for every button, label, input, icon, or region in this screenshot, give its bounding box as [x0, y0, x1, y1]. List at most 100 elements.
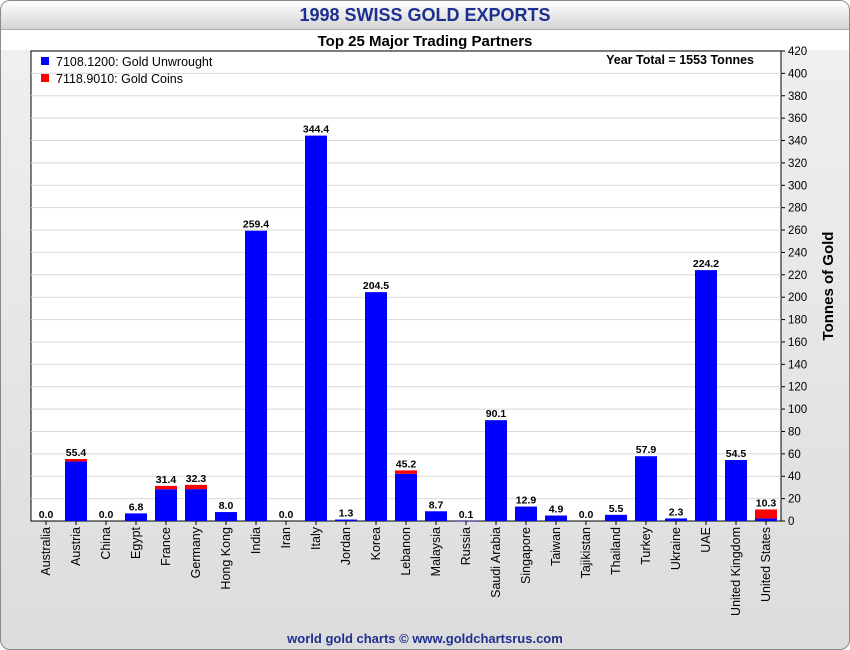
bar-unwrought — [635, 456, 657, 521]
data-label: 10.3 — [756, 497, 777, 509]
bar-unwrought — [155, 489, 177, 521]
data-label: 224.2 — [693, 258, 719, 270]
bar-unwrought — [605, 514, 627, 521]
y-tick-label: 20 — [788, 494, 801, 506]
x-tick-label: United States — [759, 527, 773, 602]
legend-label: 7108.1200: Gold Unwrought — [56, 55, 213, 69]
y-tick-label: 200 — [788, 292, 807, 304]
data-label: 2.3 — [669, 506, 684, 518]
x-tick-label: Austria — [69, 527, 83, 566]
y-tick-label: 320 — [788, 158, 807, 170]
bar-coins — [755, 509, 777, 519]
legend-swatch — [41, 74, 49, 82]
y-tick-label: 140 — [788, 359, 807, 371]
data-label: 5.5 — [609, 503, 624, 515]
bar-unwrought — [365, 292, 387, 521]
x-tick-label: Saudi Arabia — [489, 527, 503, 598]
bar-unwrought — [725, 460, 747, 521]
y-tick-label: 100 — [788, 404, 807, 416]
year-total-annotation: Year Total = 1553 Tonnes — [606, 53, 754, 67]
data-label: 8.0 — [219, 500, 234, 512]
data-label: 57.9 — [636, 444, 657, 456]
y-tick-label: 340 — [788, 136, 807, 148]
y-tick-label: 360 — [788, 113, 807, 125]
x-tick-label: Thailand — [609, 527, 623, 575]
y-tick-label: 220 — [788, 270, 807, 282]
y-tick-label: 120 — [788, 382, 807, 394]
x-tick-label: India — [249, 527, 263, 554]
main-title: 1998 SWISS GOLD EXPORTS — [299, 5, 551, 25]
y-tick-label: 280 — [788, 203, 807, 215]
x-tick-label: Iran — [279, 527, 293, 549]
data-label: 0.0 — [99, 509, 114, 521]
bar-unwrought — [695, 270, 717, 521]
y-tick-label: 400 — [788, 68, 807, 80]
y-tick-label: 0 — [788, 516, 794, 528]
data-label: 90.1 — [486, 408, 507, 420]
x-tick-label: Turkey — [639, 526, 653, 564]
data-label: 259.4 — [243, 219, 269, 231]
plot-area — [30, 50, 782, 522]
chart-subtitle: Top 25 Major Trading Partners — [318, 33, 533, 50]
bar-coins — [185, 484, 207, 490]
bar-unwrought — [395, 473, 417, 521]
data-label: 31.4 — [156, 474, 177, 486]
x-tick-label: China — [99, 527, 113, 560]
data-label: 0.0 — [579, 509, 594, 521]
data-label: 0.0 — [279, 509, 294, 521]
y-tick-label: 380 — [788, 91, 807, 103]
bar-unwrought — [485, 420, 507, 521]
data-label: 0.1 — [459, 509, 474, 521]
x-tick-label: Ukraine — [669, 527, 683, 570]
x-tick-label: Lebanon — [399, 527, 413, 576]
footer-credit: world gold charts © www.goldchartsrus.co… — [287, 631, 563, 646]
bar-unwrought — [515, 506, 537, 521]
title-bar: 1998 SWISS GOLD EXPORTS — [1, 1, 849, 30]
bar-unwrought — [755, 518, 777, 521]
bar-unwrought — [125, 513, 147, 521]
x-tick-label: Russia — [459, 527, 473, 565]
data-label: 32.3 — [186, 473, 207, 485]
data-label: 54.5 — [726, 448, 747, 460]
data-label: 6.8 — [129, 501, 144, 513]
legend-label: 7118.9010: Gold Coins — [56, 72, 183, 86]
y-tick-label: 60 — [788, 449, 801, 461]
data-label: 45.2 — [396, 458, 417, 470]
x-tick-label: Tajikistan — [579, 527, 593, 578]
x-tick-label: Jordan — [339, 527, 353, 565]
y-tick-label: 160 — [788, 337, 807, 349]
bar-coins — [155, 485, 177, 490]
data-label: 204.5 — [363, 280, 389, 292]
x-tick-label: Singapore — [519, 527, 533, 584]
data-label: 4.9 — [549, 504, 564, 516]
x-tick-label: Egypt — [129, 526, 143, 558]
data-label: 55.4 — [66, 447, 87, 459]
data-label: 8.7 — [429, 499, 444, 511]
bar-coins — [395, 470, 417, 474]
y-tick-label: 300 — [788, 180, 807, 192]
bar-unwrought — [65, 461, 87, 521]
subtitle-strip — [1, 30, 849, 50]
x-tick-label: United Kingdom — [729, 527, 743, 616]
bar-coins — [65, 459, 87, 462]
bar-unwrought — [245, 230, 267, 521]
bar-unwrought — [305, 135, 327, 521]
data-label: 344.4 — [303, 124, 329, 136]
bar-unwrought — [215, 512, 237, 521]
x-tick-label: Korea — [369, 527, 383, 560]
y-tick-label: 180 — [788, 315, 807, 327]
x-tick-label: UAE — [699, 527, 713, 553]
y-axis-label: Tonnes of Gold — [820, 232, 837, 341]
bar-unwrought — [545, 515, 567, 521]
bar-unwrought — [665, 518, 687, 521]
legend-swatch — [41, 57, 49, 65]
y-tick-label: 80 — [788, 426, 801, 438]
bar-unwrought — [425, 511, 447, 521]
y-tick-label: 40 — [788, 471, 801, 483]
data-label: 1.3 — [339, 508, 354, 520]
y-tick-label: 240 — [788, 247, 807, 259]
x-tick-label: Germany — [189, 526, 203, 578]
x-tick-label: Malaysia — [429, 527, 443, 576]
